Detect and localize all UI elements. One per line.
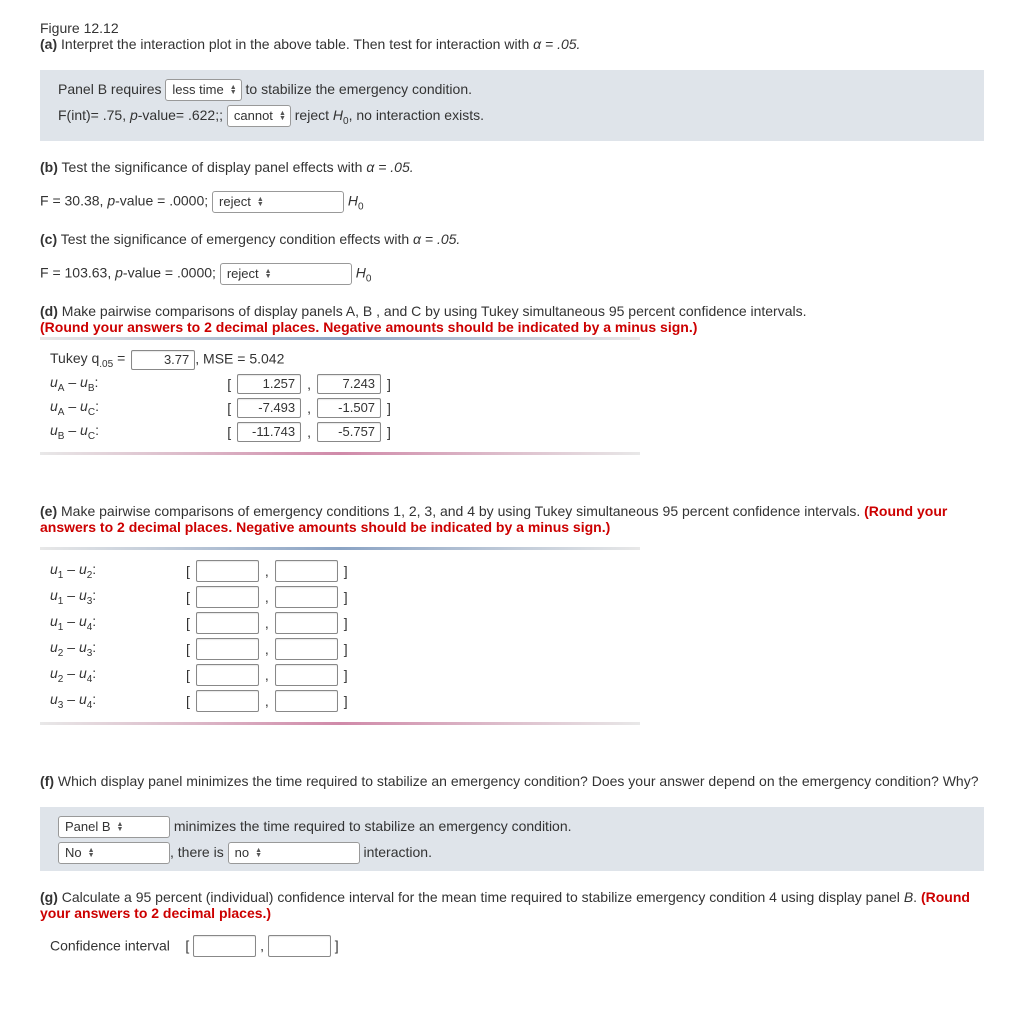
f-select-interaction[interactable]: no▲▼ — [228, 842, 360, 864]
d-r2-low[interactable]: -11.743 — [237, 422, 301, 442]
divider-bottom — [40, 722, 640, 725]
e-r3-low[interactable] — [196, 638, 259, 660]
chevron-updown-icon: ▲▼ — [88, 848, 95, 858]
ci-label: Confidence interval — [50, 937, 170, 953]
chevron-updown-icon: ▲▼ — [230, 85, 237, 95]
part-g: (g) Calculate a 95 percent (individual) … — [40, 889, 984, 957]
divider-bottom — [40, 452, 640, 455]
e-r1-low[interactable] — [196, 586, 259, 608]
d-r1-high[interactable]: -1.507 — [317, 398, 381, 418]
d-r1-low[interactable]: -7.493 — [237, 398, 301, 418]
part-f-panel: Panel B▲▼ minimizes the time required to… — [40, 807, 984, 871]
a-select-reject[interactable]: cannot▲▼ — [227, 105, 291, 127]
chevron-updown-icon: ▲▼ — [279, 111, 286, 121]
a-select-time[interactable]: less time▲▼ — [165, 79, 241, 101]
table-row: u1 – u3:[,] — [40, 584, 351, 610]
table-row: u2 – u3:[,] — [40, 636, 351, 662]
divider-top — [40, 337, 640, 340]
e-table: u1 – u2:[,] u1 – u3:[,] u1 – u4:[,] u2 –… — [40, 558, 351, 714]
a-line2-post-pre: reject — [295, 107, 333, 123]
figure-header: Figure 12.12 (a) Interpret the interacti… — [40, 20, 984, 52]
part-b-label: (b) — [40, 159, 58, 175]
a-line1-pre: Panel B requires — [58, 81, 162, 97]
e-r3-high[interactable] — [275, 638, 338, 660]
part-f: (f) Which display panel minimizes the ti… — [40, 773, 984, 789]
chevron-updown-icon: ▲▼ — [257, 197, 264, 207]
d-r2-high[interactable]: -5.757 — [317, 422, 381, 442]
g-ci-low[interactable] — [193, 935, 256, 957]
table-row: uB – uC: [ -11.743, -5.757] — [40, 420, 394, 444]
part-c-label: (c) — [40, 231, 57, 247]
e-r5-low[interactable] — [196, 690, 259, 712]
d-r0-high[interactable]: 7.243 — [317, 374, 381, 394]
part-a-prompt: Interpret the interaction plot in the ab… — [61, 36, 533, 52]
f-select-depend[interactable]: No▲▼ — [58, 842, 170, 864]
d-table: Tukey q.05 = 3.77, MSE = 5.042 uA – uB: … — [40, 348, 394, 444]
e-r4-high[interactable] — [275, 664, 338, 686]
e-r4-low[interactable] — [196, 664, 259, 686]
chevron-updown-icon: ▲▼ — [117, 822, 124, 832]
figure-title: Figure 12.12 — [40, 20, 119, 36]
part-f-label: (f) — [40, 773, 54, 789]
table-row: uA – uC: [ -7.493, -1.507] — [40, 396, 394, 420]
part-c: (c) Test the significance of emergency c… — [40, 231, 984, 285]
a-line1-post: to stabilize the emergency condition. — [246, 81, 472, 97]
d-r0-low[interactable]: 1.257 — [237, 374, 301, 394]
part-d: (d) Make pairwise comparisons of display… — [40, 303, 984, 455]
part-g-label: (g) — [40, 889, 58, 905]
table-row: u3 – u4:[,] — [40, 688, 351, 714]
e-r2-high[interactable] — [275, 612, 338, 634]
part-e: (e) Make pairwise comparisons of emergen… — [40, 503, 984, 725]
a-fint: F(int)= .75, — [58, 107, 130, 123]
table-row: uA – uB: [ 1.257, 7.243] — [40, 372, 394, 396]
b-select-reject[interactable]: reject▲▼ — [212, 191, 344, 213]
divider-top — [40, 547, 640, 550]
e-r0-high[interactable] — [275, 560, 338, 582]
f-select-panel[interactable]: Panel B▲▼ — [58, 816, 170, 838]
tukey-q-input[interactable]: 3.77 — [131, 350, 195, 370]
e-r5-high[interactable] — [275, 690, 338, 712]
alpha-a: α = .05. — [533, 36, 580, 52]
g-ci-high[interactable] — [268, 935, 331, 957]
e-r2-low[interactable] — [196, 612, 259, 634]
chevron-updown-icon: ▲▼ — [255, 848, 262, 858]
part-b: (b) Test the significance of display pan… — [40, 159, 984, 213]
e-r0-low[interactable] — [196, 560, 259, 582]
table-row: u2 – u4:[,] — [40, 662, 351, 688]
table-row: u1 – u2:[,] — [40, 558, 351, 584]
part-e-label: (e) — [40, 503, 57, 519]
e-r1-high[interactable] — [275, 586, 338, 608]
chevron-updown-icon: ▲▼ — [265, 269, 272, 279]
table-row: u1 – u4:[,] — [40, 610, 351, 636]
c-select-reject[interactable]: reject▲▼ — [220, 263, 352, 285]
part-a-label: (a) — [40, 36, 57, 52]
part-d-label: (d) — [40, 303, 58, 319]
part-a-panel: Panel B requires less time▲▼ to stabiliz… — [40, 70, 984, 141]
